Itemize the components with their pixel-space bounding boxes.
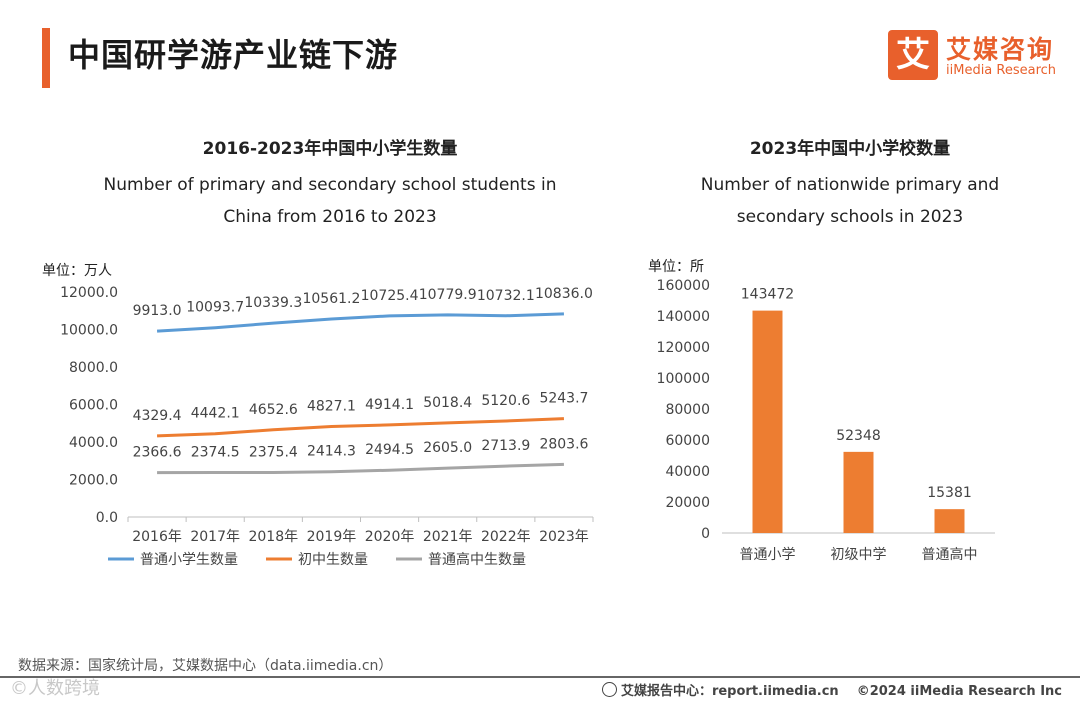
y-tick-label: 8000.0 <box>69 360 118 376</box>
series-line-3 <box>157 462 564 475</box>
line-chart-title-block: 2016-2023年中国中小学生数量 Number of primary and… <box>90 134 570 233</box>
y-tick-label: 140000 <box>657 309 710 325</box>
y-tick-label: 80000 <box>665 402 710 418</box>
data-label: 5120.6 <box>481 393 530 409</box>
data-label: 10732.1 <box>477 288 535 304</box>
data-label: 2374.5 <box>191 444 240 460</box>
x-tick-label: 普通小学 <box>740 547 796 563</box>
bar-chart-unit: 单位：所 <box>648 259 704 275</box>
series-line-2 <box>157 417 564 438</box>
data-label: 2494.5 <box>365 442 414 458</box>
y-tick-label: 160000 <box>657 278 710 294</box>
bar-value-label: 143472 <box>741 287 794 303</box>
globe-icon <box>601 682 617 697</box>
bar-chart-title-block: 2023年中国中小学校数量 Number of nationwide prima… <box>690 134 1010 233</box>
y-tick-label: 20000 <box>665 495 710 511</box>
footer-right: 艾媒报告中心：report.iimedia.cn ©2024 iiMedia Re… <box>601 680 1062 699</box>
legend-label-2: 初中生数量 <box>298 551 368 568</box>
line-chart-unit: 单位：万人 <box>42 263 112 279</box>
data-label: 2366.6 <box>133 445 182 461</box>
y-tick-label: 2000.0 <box>69 473 118 489</box>
data-label: 9913.0 <box>133 303 182 319</box>
logo-mark-icon: 艾 <box>888 30 938 80</box>
y-tick-label: 10000.0 <box>60 323 118 339</box>
data-label: 2375.4 <box>249 444 298 460</box>
line-chart: 0.0 2000.0 4000.0 6000.0 8000.0 10000.0 12000.… <box>60 285 594 568</box>
x-tick-label: 2023年 <box>539 529 589 545</box>
x-tick-label: 普通高中 <box>922 546 978 563</box>
data-label: 2713.9 <box>481 438 530 454</box>
data-label: 10836.0 <box>535 286 593 302</box>
x-tick-label: 2021年 <box>423 529 473 545</box>
y-tick-label: 6000.0 <box>69 398 118 414</box>
logo-en-text: iiMedia Research <box>946 63 1057 78</box>
y-tick-label: 100000 <box>657 371 710 387</box>
bar-chart-subtitle-2: secondary schools in 2023 <box>736 207 964 227</box>
x-tick-label: 初级中学 <box>831 546 887 563</box>
x-tick-label: 2016年 <box>132 529 182 545</box>
line-chart-subtitle-2: China from 2016 to 2023 <box>223 207 437 227</box>
data-label: 4329.4 <box>133 408 182 424</box>
iimedia-logo[interactable]: 艾 艾媒咨询 iiMedia Research <box>888 30 1068 80</box>
data-label: 10339.3 <box>244 295 302 311</box>
data-label: 4827.1 <box>307 398 356 414</box>
line-chart-title: 2016-2023年中国中小学生数量 <box>202 139 458 159</box>
data-label: 4914.1 <box>365 397 414 413</box>
data-label: 2414.3 <box>307 444 356 460</box>
title-accent-bar <box>42 28 50 88</box>
bar-2 <box>843 451 874 533</box>
data-label: 10561.2 <box>302 291 360 307</box>
data-label: 2803.6 <box>539 436 588 452</box>
x-tick-label: 2018年 <box>248 529 298 545</box>
y-tick-label: 60000 <box>665 433 710 449</box>
bar-1 <box>752 310 783 533</box>
bar-chart-title: 2023年中国中小学校数量 <box>749 139 951 159</box>
data-label: 10725.4 <box>361 288 419 304</box>
legend-label-1: 普通小学生数量 <box>140 552 238 568</box>
legend-label-3: 普通高中生数量 <box>428 551 526 568</box>
y-tick-label: 4000.0 <box>69 435 118 451</box>
x-tick-label: 2019年 <box>307 529 357 545</box>
page-title: 中国研学游产业链下游 <box>68 36 399 74</box>
data-label: 2605.0 <box>423 440 472 456</box>
data-label: 4652.6 <box>249 402 298 418</box>
logo-cn-text: 艾媒咨询 <box>946 35 1055 64</box>
data-label: 5243.7 <box>539 391 588 407</box>
footer-report-link[interactable]: 艾媒报告中心：report.iimedia.cn <box>620 684 839 699</box>
data-source-note: 数据来源：国家统计局，艾媒数据中心（data.iimedia.cn） <box>18 658 393 674</box>
y-tick-label: 0.0 <box>96 510 118 526</box>
y-tick-label: 120000 <box>657 340 710 356</box>
bar-value-label: 15381 <box>927 485 972 501</box>
data-label: 10093.7 <box>186 300 244 316</box>
bar-3 <box>934 509 965 533</box>
data-label: 4442.1 <box>191 406 240 422</box>
x-tick-label: 2022年 <box>481 529 531 545</box>
line-chart-subtitle-1: Number of primary and secondary school s… <box>103 175 557 195</box>
y-tick-label: 0 <box>701 526 710 542</box>
y-tick-label: 40000 <box>665 464 710 480</box>
data-label: 10779.9 <box>419 287 477 303</box>
x-tick-label: 2020年 <box>365 529 415 545</box>
series-line-1 <box>156 312 564 333</box>
bar-chart-subtitle-1: Number of nationwide primary and <box>700 175 1000 195</box>
watermark: ©人数跨境 <box>10 678 100 699</box>
y-tick-label: 12000.0 <box>60 285 118 301</box>
data-label: 5018.4 <box>423 395 472 411</box>
bar-chart: 0 20000 40000 60000 80000 100000 120000 140000 1… <box>657 278 995 563</box>
x-tick-label: 2017年 <box>190 529 240 545</box>
footer-divider <box>0 676 1080 678</box>
footer-copyright: ©2024 iiMedia Research Inc <box>856 684 1062 699</box>
bar-value-label: 52348 <box>836 428 881 444</box>
